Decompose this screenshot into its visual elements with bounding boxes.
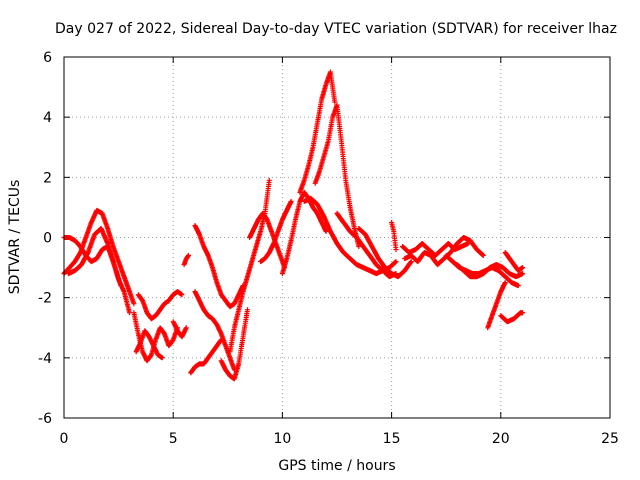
data-point [179, 292, 185, 298]
series-track-25 [454, 262, 526, 280]
y-tick-label: -6 [38, 411, 52, 427]
data-point [332, 99, 338, 105]
series-track-17 [297, 69, 338, 195]
series-track-5 [135, 289, 185, 322]
plot-frame [63, 56, 611, 419]
x-tick-label: 15 [383, 431, 401, 447]
series-track-12 [218, 307, 250, 382]
data-point [266, 177, 272, 183]
data-point [515, 283, 521, 289]
data-point [480, 253, 486, 258]
series-track-1 [61, 207, 137, 307]
series-track-28 [502, 250, 526, 274]
y-tick-label: 2 [43, 170, 52, 186]
data-point [245, 307, 250, 313]
y-tick-label: 6 [43, 50, 52, 66]
series-track-8 [181, 253, 191, 268]
data-point [159, 355, 165, 361]
y-tick-label: 4 [43, 110, 52, 126]
data-points [61, 69, 526, 382]
data-point [186, 253, 191, 258]
data-point [183, 325, 189, 331]
series-track-18 [312, 102, 362, 249]
x-tick-label: 5 [169, 431, 178, 447]
data-point [288, 198, 294, 204]
tick-labels: 0 5 10 15 20 25 -6 -4 -2 0 2 4 6 [38, 50, 619, 447]
y-axis-label: SDTVAR / TECUs [7, 180, 23, 295]
x-tick-label: 0 [60, 431, 69, 447]
y-tick-label: 0 [43, 231, 52, 247]
x-tick-label: 10 [273, 431, 291, 447]
series-track-27 [498, 310, 526, 325]
data-point [127, 310, 132, 316]
x-tick-label: 25 [601, 431, 619, 447]
series-track-21 [356, 226, 414, 280]
series-track-20 [334, 210, 399, 280]
data-point [520, 265, 526, 271]
chart-title: Day 027 of 2022, Sidereal Day-to-day VTE… [55, 21, 617, 37]
data-point [393, 259, 399, 265]
series-track-15 [258, 198, 294, 265]
data-point [131, 301, 137, 307]
x-tick-label: 20 [492, 431, 510, 447]
series-track-11 [188, 337, 224, 376]
data-point [408, 259, 414, 265]
series-track-6 [133, 328, 165, 361]
series-track-4 [131, 310, 181, 364]
data-point [393, 247, 399, 252]
data-point [502, 280, 508, 286]
y-tick-label: -2 [38, 291, 52, 307]
data-point [118, 283, 124, 289]
data-point [356, 244, 362, 249]
series-track-3 [65, 226, 124, 289]
data-point [520, 310, 526, 316]
series-track-7 [170, 319, 189, 340]
data-point [218, 337, 224, 343]
series-track-9 [192, 223, 246, 310]
series-track-13 [227, 177, 272, 355]
y-tick-label: -4 [38, 351, 52, 367]
series-track-29 [389, 220, 399, 252]
data-point [520, 271, 526, 277]
x-axis-label: GPS time / hours [278, 458, 395, 474]
series-track-10 [192, 289, 237, 373]
data-point [323, 229, 329, 234]
series-track-26 [485, 280, 508, 331]
grid [64, 57, 610, 418]
